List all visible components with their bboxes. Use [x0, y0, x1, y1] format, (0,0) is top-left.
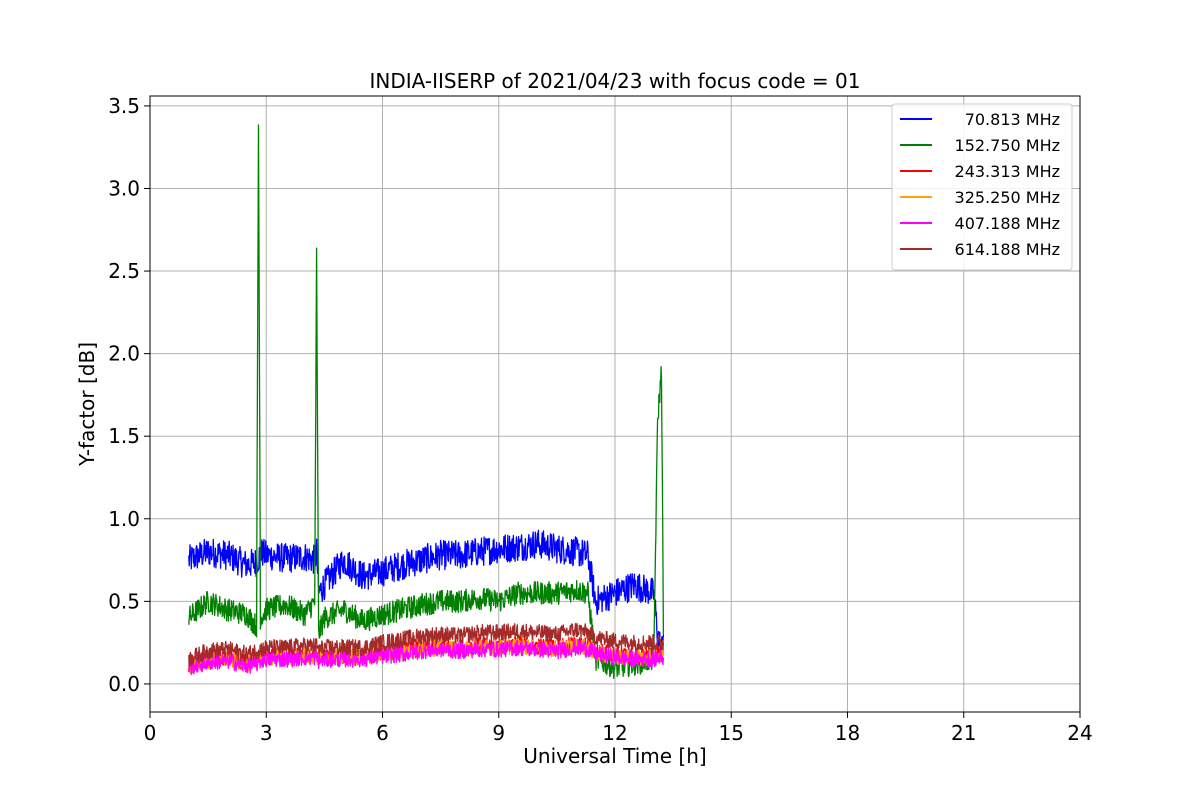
chart-title: INDIA-IISERP of 2021/04/23 with focus co… [370, 69, 861, 93]
y-tick-label: 1.0 [108, 507, 140, 531]
y-tick-label: 2.5 [108, 259, 140, 283]
x-tick-label: 0 [144, 721, 157, 745]
x-tick-label: 9 [492, 721, 505, 745]
x-tick-label: 6 [376, 721, 389, 745]
y-tick-label: 3.0 [108, 176, 140, 200]
ticks: 0 3 6 9 12 15 18 21 24 0.0 0.5 1.0 1.5 2.0 2.5 3.0 3.5 [108, 94, 1093, 745]
y-tick-label: 1.5 [108, 424, 140, 448]
y-tick-label: 3.5 [108, 94, 140, 118]
y-axis-label: Y-factor [dB] [75, 342, 99, 467]
y-tick-label: 0.5 [108, 589, 140, 613]
legend-label-2: 152.750 MHz [955, 136, 1060, 155]
x-tick-label: 3 [260, 721, 273, 745]
legend-label-1: 70.813 MHz [965, 110, 1060, 129]
legend-label-6: 614.188 MHz [955, 240, 1060, 259]
x-tick-label: 24 [1067, 721, 1092, 745]
legend: 70.813 MHz 152.750 MHz 243.313 MHz 325.250 … [891, 103, 1073, 271]
series-line-1 [188, 529, 665, 660]
x-axis-label: Universal Time [h] [523, 744, 706, 768]
y-tick-label: 0.0 [108, 672, 140, 696]
series-lines [188, 124, 665, 680]
y-tick-label: 2.0 [108, 342, 140, 366]
x-tick-label: 18 [835, 721, 860, 745]
x-tick-label: 15 [719, 721, 744, 745]
series-line-6 [188, 622, 665, 668]
series-line-5 [188, 639, 665, 676]
x-tick-label: 21 [951, 721, 976, 745]
legend-label-4: 325.250 MHz [955, 188, 1060, 207]
x-tick-label: 12 [602, 721, 627, 745]
series-line-2 [188, 124, 665, 680]
legend-label-3: 243.313 MHz [955, 162, 1060, 181]
grid [149, 96, 1081, 712]
legend-box [891, 103, 1073, 271]
legend-label-5: 407.188 MHz [955, 214, 1060, 233]
